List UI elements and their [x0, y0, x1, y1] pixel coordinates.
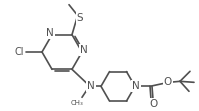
Text: Cl: Cl [14, 47, 24, 57]
Text: O: O [149, 99, 157, 109]
Text: N: N [87, 81, 95, 91]
Text: O: O [164, 77, 172, 87]
Text: S: S [77, 13, 83, 23]
Text: N: N [80, 45, 88, 55]
Text: CH₃: CH₃ [71, 100, 83, 106]
Text: N: N [132, 81, 140, 91]
Text: N: N [46, 28, 54, 38]
